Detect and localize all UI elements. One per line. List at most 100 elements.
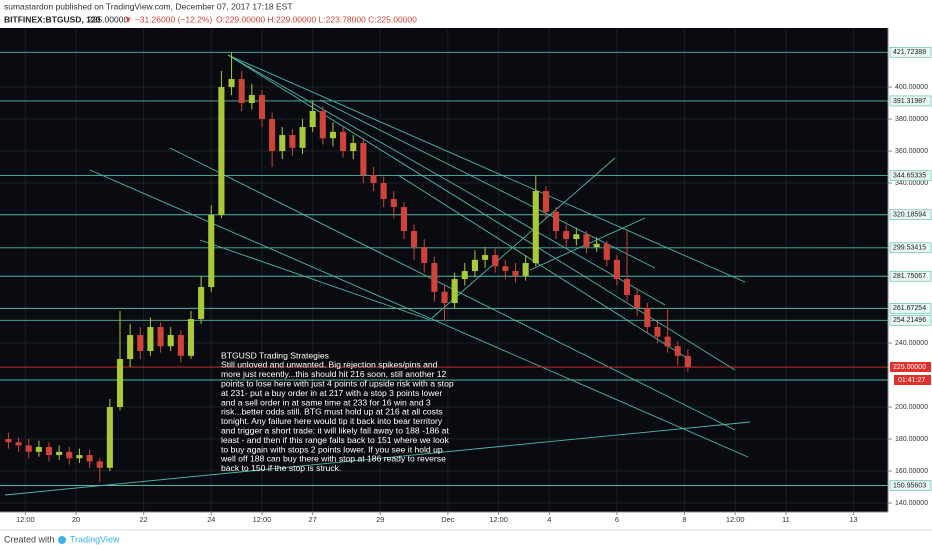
candle-body [421,247,428,264]
candle-body [127,335,134,360]
annotation-line: to buy again with stops 2 points lower. … [221,444,443,454]
x-tick-label: 12:00 [16,515,35,524]
candle-body [15,442,22,446]
x-tick-label: 27 [309,515,317,524]
x-tick-label: 6 [615,515,619,524]
annotation-line: more just recently...this should hit 216… [221,369,447,379]
x-tick-label: 22 [139,515,147,524]
plot-background [0,28,888,512]
x-tick-label: 13 [849,515,857,524]
countdown: 01:41:27 [898,377,925,384]
ohlc: O:229.00000 H:229.00000 L:223.78000 C:22… [216,14,417,24]
trend-line [431,157,616,319]
candle-body [624,279,631,296]
trend-line [227,54,666,306]
price-label-box [889,170,932,181]
candle-body [198,287,205,320]
candle-body [248,95,255,104]
x-tick-label: 12:00 [489,515,508,524]
x-tick-label: 24 [207,515,215,524]
candle-body [299,127,306,148]
candle-body [340,131,347,152]
y-tick-label: 380.00000 [895,116,928,123]
candle-body [116,359,124,408]
candle-body [309,111,316,128]
trend-line [4,421,751,496]
annotation-line: tonight. Any failure here would tip it b… [221,416,443,426]
candle-body [76,455,83,459]
annotation-line: and a sell order in at same time at 233 … [221,397,431,407]
y-tick-label: 240.00000 [895,340,928,347]
price-label-box [889,95,932,107]
candle-body [411,231,418,248]
y-tick-label: 180.00000 [895,436,928,443]
logo [58,536,66,544]
grid [0,28,888,512]
annotation-line: points to lose here with just 4 points o… [221,378,454,388]
candle-body [654,327,661,337]
candle-body [319,111,326,139]
price-label: 281.75067 [893,273,926,280]
price-label-box [889,209,932,221]
candle-body [593,243,600,248]
candle-body [674,346,681,356]
candle-body [471,259,478,272]
trend-line [89,169,749,458]
x-tick-label: 12:00 [253,515,272,524]
candle-body [492,255,499,267]
y-tick-label: 200.00000 [895,404,928,411]
footer-created: Created with [4,534,55,544]
candle-body [269,119,276,152]
candle-body [360,143,367,176]
annotation-line: risk...better odds still. BTG must hold … [221,407,443,417]
candle-body [553,211,560,232]
candle-body [66,451,73,459]
price-label-box [889,242,932,254]
candle-body [380,183,387,200]
trend-line [397,174,691,361]
price-label: 320.18594 [893,212,926,219]
price-label: 344.65335 [893,172,926,179]
price-label-box [889,46,932,58]
change: ▼ −31.26000 (−12.2%) [124,14,212,24]
candle-body [441,291,448,304]
candle-body [542,191,549,212]
candle-body [279,135,286,152]
candle-body [137,335,144,352]
candle-body [86,455,93,462]
x-tick-label: 12:00 [726,515,745,524]
candle-body [56,451,63,456]
symbol: BITFINEX:BTGUSD, 120 [4,14,101,24]
byline: sumastardon published on TradingView.com… [4,1,293,11]
candle-body [603,243,610,260]
x-tick-label: 8 [682,515,686,524]
annotation-line: and trigger a short trade: it will likel… [221,425,449,435]
trend-line [227,54,746,283]
candles [5,52,691,483]
candle-body [684,355,691,368]
footer-brand: TradingView [70,534,120,544]
y-tick-label: 360.00000 [895,148,928,155]
candle-body [573,234,580,240]
candle-body [218,87,225,216]
candle-body [563,231,570,240]
y-tick-label: 160.00000 [895,468,928,475]
annotation-line: well off 188 can buy there with stop at … [220,454,446,464]
candle-body [258,95,266,120]
price-label: 261.67254 [893,305,926,312]
x-tick-label: 20 [72,515,80,524]
annotation-line: at 231- put a buy order in at 217 with a… [221,388,442,398]
price-label: 254.21496 [893,317,926,324]
candle-body [431,263,438,292]
price-label: 299.53415 [893,245,926,252]
candle-body [329,131,336,139]
annotation-line: back to 150 if the stop is struck. [221,463,341,473]
candle-body [25,445,32,452]
candle-body [45,447,53,456]
price-label: 421.72388 [893,49,926,56]
countdown-box [894,375,931,385]
candle-body [461,271,468,280]
price-label: 391.31987 [893,98,926,105]
